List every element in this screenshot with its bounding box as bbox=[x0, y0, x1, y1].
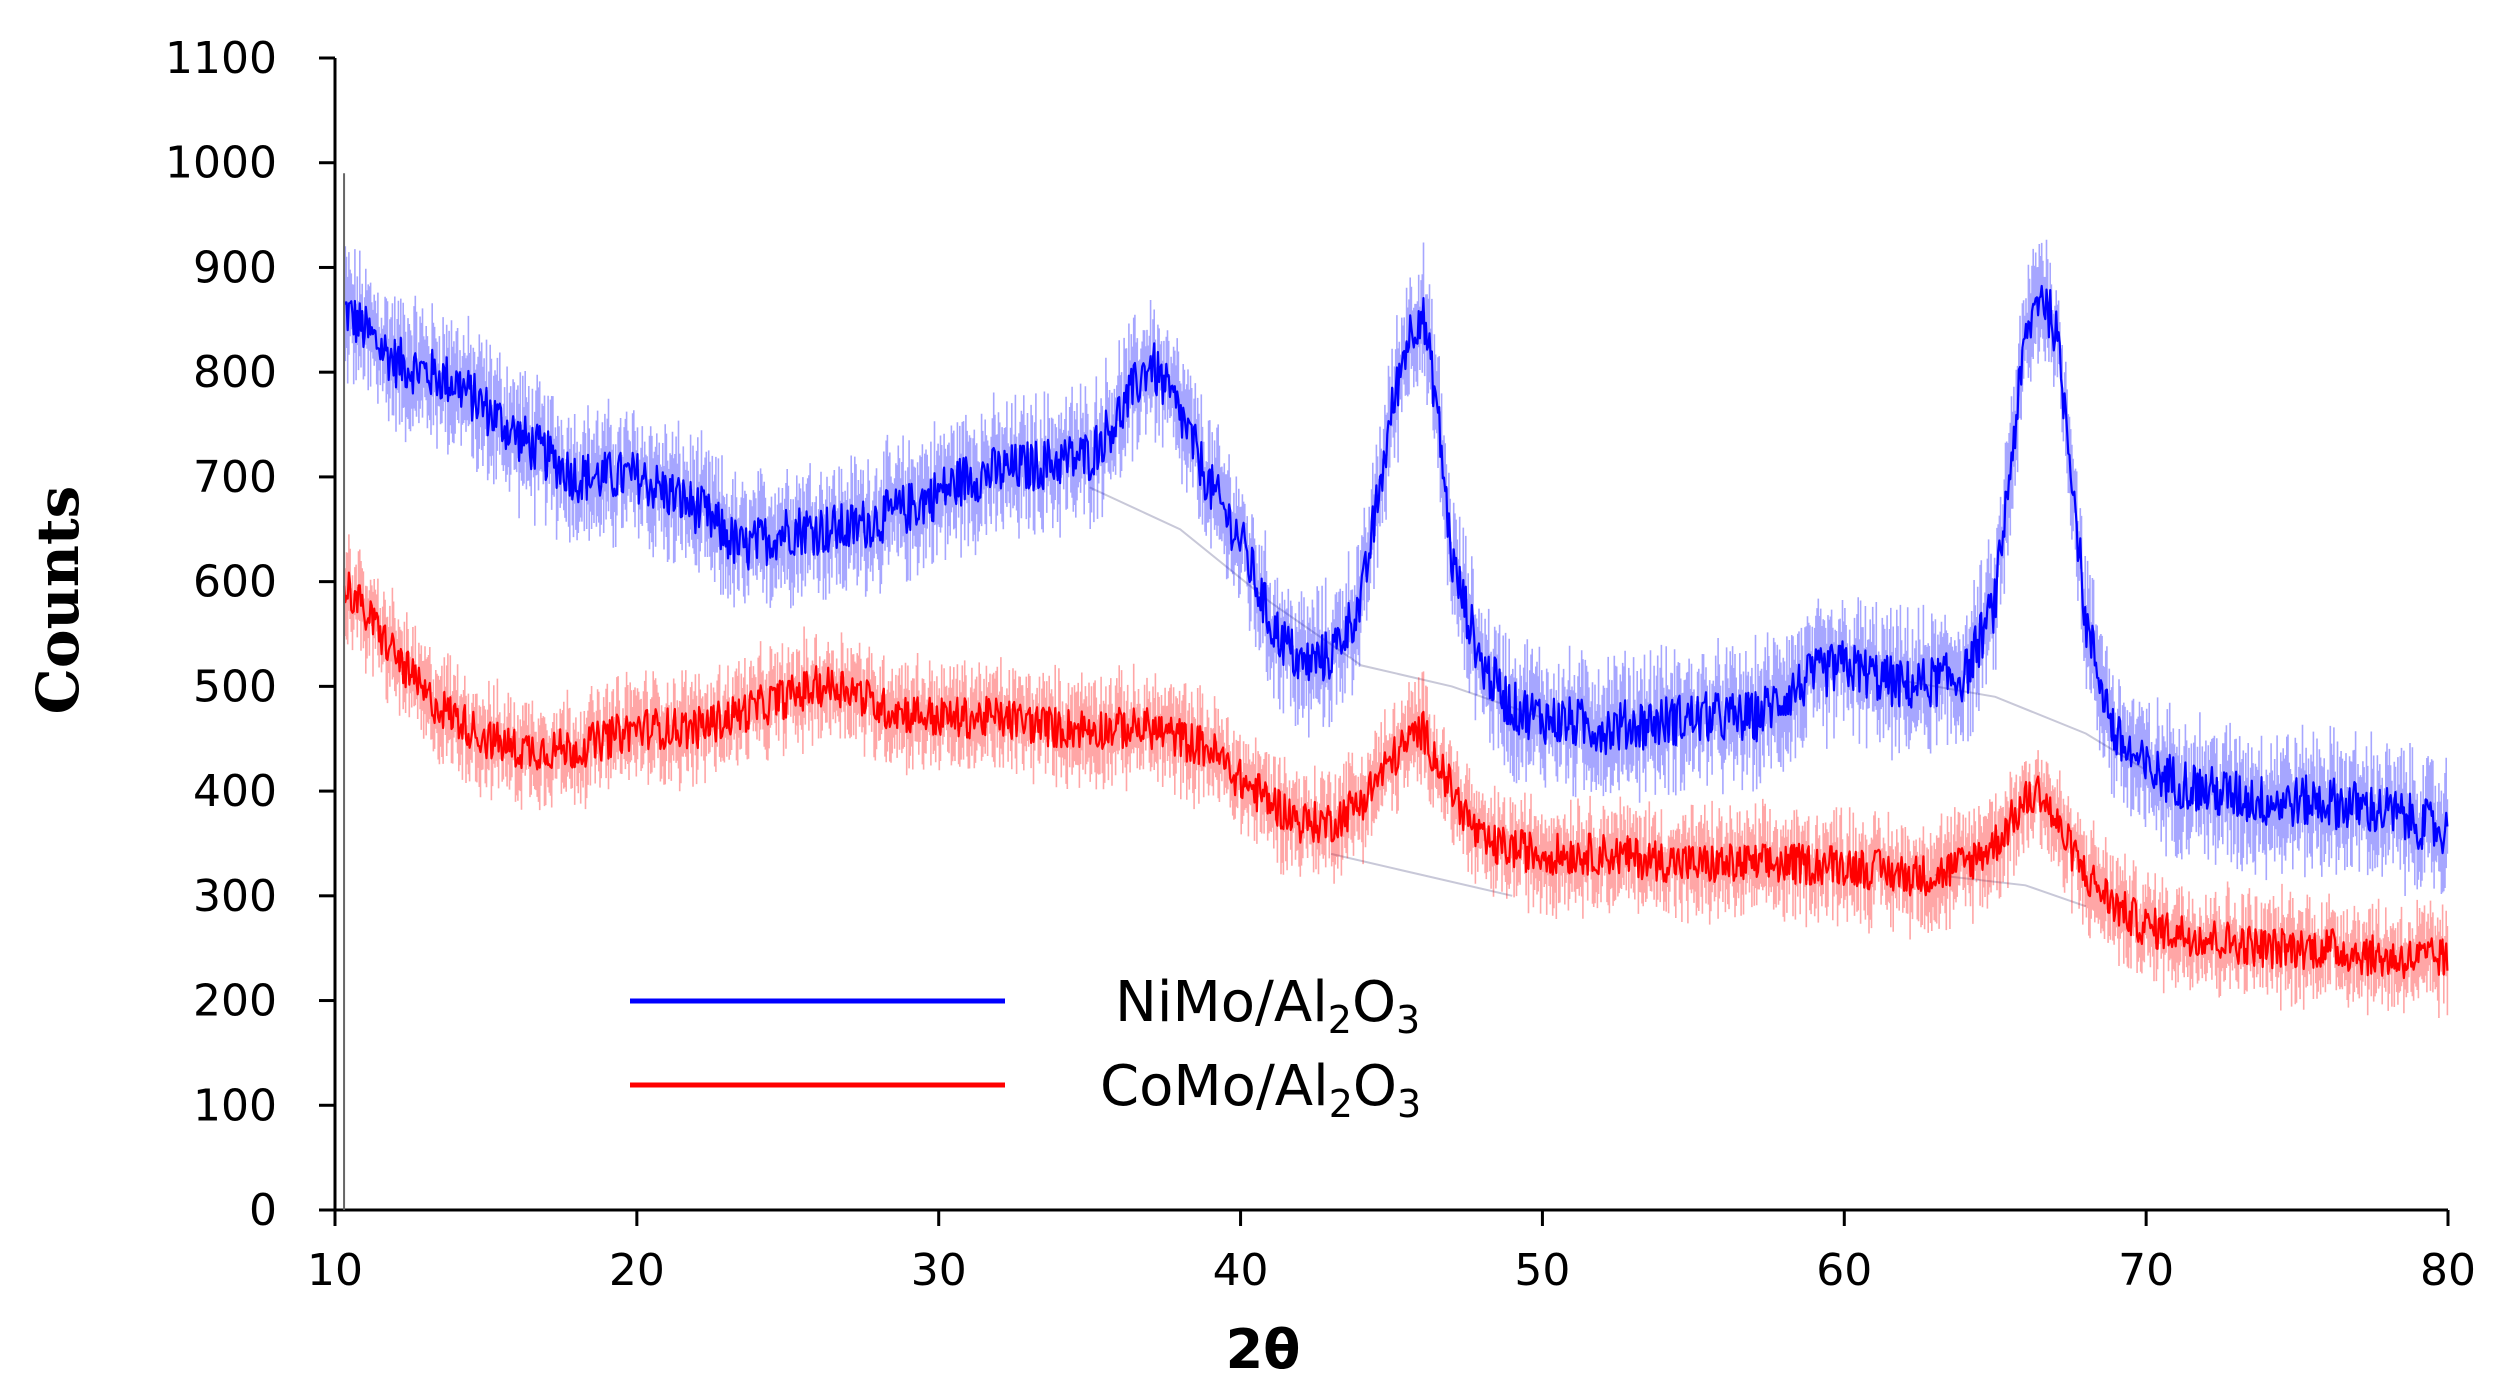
y-tick-label: 100 bbox=[193, 1080, 277, 1131]
series-nimo bbox=[343, 239, 2449, 896]
x-tick-label: 50 bbox=[1514, 1245, 1570, 1296]
y-axis-title: Counts bbox=[24, 486, 92, 715]
y-tick-label: 1000 bbox=[165, 138, 277, 189]
legend-label: CoMo/Al2O3 bbox=[1100, 1054, 1421, 1126]
x-axis-title: 2θ bbox=[1226, 1318, 1301, 1381]
y-tick-label: 700 bbox=[193, 452, 277, 503]
background-fit-line bbox=[1934, 873, 2087, 908]
axes bbox=[333, 58, 2448, 1212]
background-fit-line bbox=[1089, 486, 1543, 719]
x-tick-label: 20 bbox=[609, 1245, 665, 1296]
y-tick-label: 0 bbox=[249, 1185, 277, 1236]
series-line bbox=[343, 571, 2449, 980]
x-tick-label: 30 bbox=[911, 1245, 967, 1296]
y-tick-label: 500 bbox=[193, 661, 277, 712]
x-tick-label: 80 bbox=[2420, 1245, 2476, 1296]
series-noise-spikes bbox=[343, 239, 2449, 896]
y-tick-label: 900 bbox=[193, 242, 277, 293]
data-series bbox=[343, 239, 2449, 1018]
background-fit-line bbox=[1330, 852, 1513, 897]
x-tick-label: 70 bbox=[2118, 1245, 2174, 1296]
y-tick-label: 300 bbox=[193, 871, 277, 922]
y-tick-label: 600 bbox=[193, 557, 277, 608]
legend: NiMo/Al2O3 CoMo/Al2O3 bbox=[630, 970, 1421, 1126]
y-tick-label: 200 bbox=[193, 976, 277, 1027]
series-line bbox=[343, 284, 2449, 855]
x-tick-label: 60 bbox=[1816, 1245, 1872, 1296]
y-tick-label: 400 bbox=[193, 766, 277, 817]
y-tick-label: 1100 bbox=[165, 33, 277, 84]
y-tick-label: 800 bbox=[193, 347, 277, 398]
x-tick-label: 40 bbox=[1213, 1245, 1269, 1296]
x-tick-label: 10 bbox=[307, 1245, 363, 1296]
legend-label: NiMo/Al2O3 bbox=[1115, 970, 1420, 1042]
ticks: 0 100 200 300 400 500 600 700 800 900 1000 1100 10 20… bbox=[165, 33, 2476, 1296]
